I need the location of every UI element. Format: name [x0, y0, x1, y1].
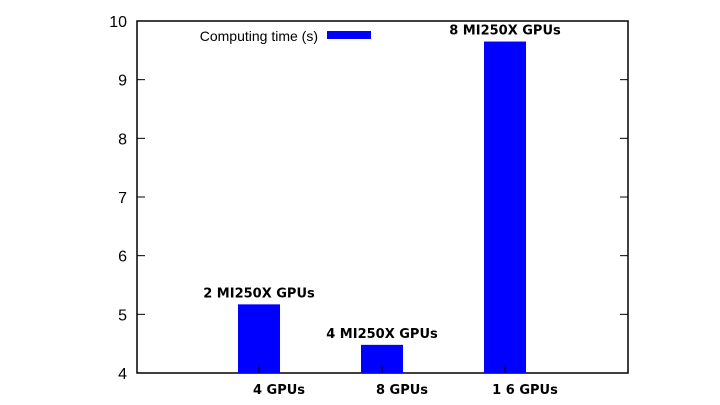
bar-labels: 2 MI250X GPUs 4 MI250X GPUs 8 MI250X GPUs	[203, 24, 561, 342]
bar	[484, 41, 526, 374]
legend-label: Computing time (s)	[200, 28, 318, 44]
legend-swatch	[327, 31, 371, 39]
y-tick-label: 6	[118, 249, 127, 266]
bar-label: 2 MI250X GPUs	[203, 286, 315, 301]
x-tick-label: 1 6 GPUs	[492, 383, 558, 398]
bars	[238, 41, 526, 374]
y-axis: 4 5 6 7 8 9 10	[109, 14, 628, 383]
x-axis: 4 GPUs 8 GPUs 1 6 GPUs	[253, 365, 558, 398]
y-tick-label: 7	[118, 190, 127, 207]
y-tick-label: 5	[118, 307, 127, 324]
y-tick-label: 10	[109, 14, 127, 31]
bar-label: 8 MI250X GPUs	[449, 24, 561, 39]
bar	[238, 304, 280, 373]
legend: Computing time (s)	[200, 28, 371, 44]
y-tick-label: 4	[118, 366, 127, 383]
y-tick-label: 8	[118, 131, 127, 148]
x-tick-label: 8 GPUs	[376, 383, 428, 398]
x-tick-label: 4 GPUs	[253, 383, 305, 398]
y-tick-label: 9	[118, 73, 127, 90]
bar-label: 4 MI250X GPUs	[326, 327, 438, 342]
plot-frame	[136, 20, 629, 374]
